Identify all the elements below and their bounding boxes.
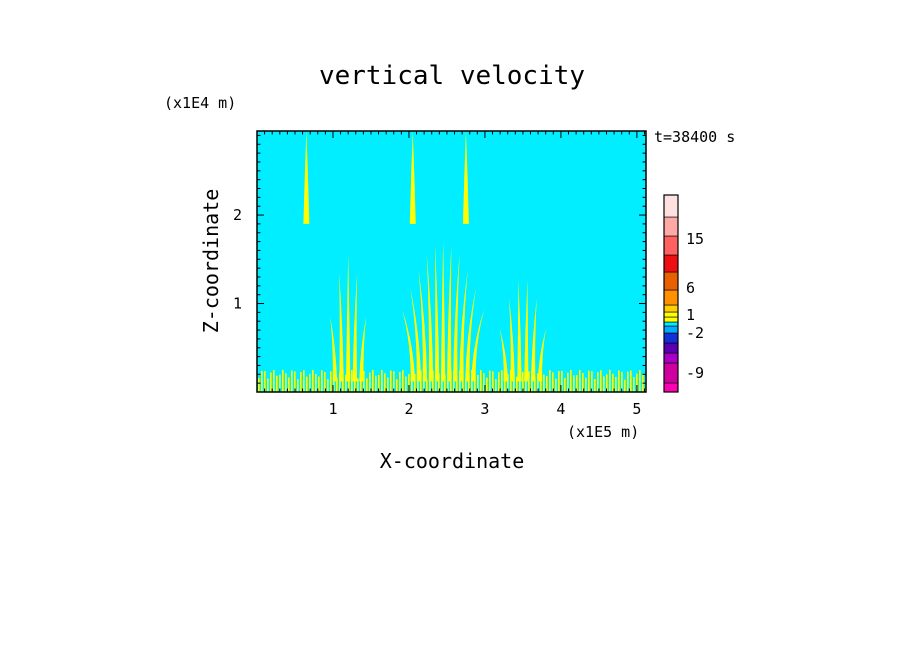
time-label: t=38400 s (654, 128, 735, 146)
colorbar-level (663, 289, 679, 306)
colorbar-frame (663, 194, 679, 393)
colorbar-level (663, 325, 679, 334)
updraft-region (409, 131, 416, 224)
updraft-plumes (303, 131, 546, 382)
x-tick-label: 2 (404, 400, 413, 418)
updraft-region (330, 254, 367, 382)
y-axis-unit: (x1E4 m) (164, 94, 236, 112)
colorbar-tick-label: 1 (686, 306, 695, 324)
updraft-region (303, 131, 310, 224)
colorbar-level (663, 321, 679, 327)
x-tick-label: 5 (632, 400, 641, 418)
colorbar-level (663, 304, 679, 313)
y-tick-label: 1 (233, 295, 242, 313)
chart-title: vertical velocity (319, 61, 585, 91)
colorbar-level (663, 194, 679, 218)
colorbar-level (663, 216, 679, 237)
colorbar-tick-label: -2 (686, 324, 704, 342)
colorbar-level (663, 254, 679, 273)
plot-area: 1 2 3 4 5 1 2 (233, 130, 647, 418)
updraft-region (462, 131, 469, 224)
colorbar-level (663, 362, 679, 384)
updraft-region (499, 279, 546, 382)
y-tick-label: 2 (233, 206, 242, 224)
colorbar-tick-label: -9 (686, 364, 704, 382)
x-tick-label: 1 (328, 400, 337, 418)
boundary-layer (258, 369, 646, 392)
colorbar-tick-label: 15 (686, 230, 704, 248)
colorbar: -9 -21 6 15 (663, 194, 704, 393)
colorbar-level (663, 342, 679, 354)
colorbar-level (663, 332, 679, 344)
y-axis-label: Z-coordinate (199, 189, 223, 334)
colorbar-level (663, 316, 679, 323)
plot-frame (256, 130, 647, 393)
x-axis-label: X-coordinate (380, 449, 525, 473)
colorbar-level (663, 311, 679, 318)
colorbar-tick-label: 6 (686, 279, 695, 297)
colorbar-level (663, 235, 679, 256)
colorbar-level (663, 271, 679, 291)
colorbar-level (663, 352, 679, 364)
colorbar-level (663, 382, 679, 393)
x-tick-label: 4 (556, 400, 565, 418)
x-tick-label: 3 (480, 400, 489, 418)
plot-background (257, 131, 646, 392)
x-axis-unit: (x1E5 m) (567, 423, 639, 441)
updraft-region (402, 241, 485, 382)
